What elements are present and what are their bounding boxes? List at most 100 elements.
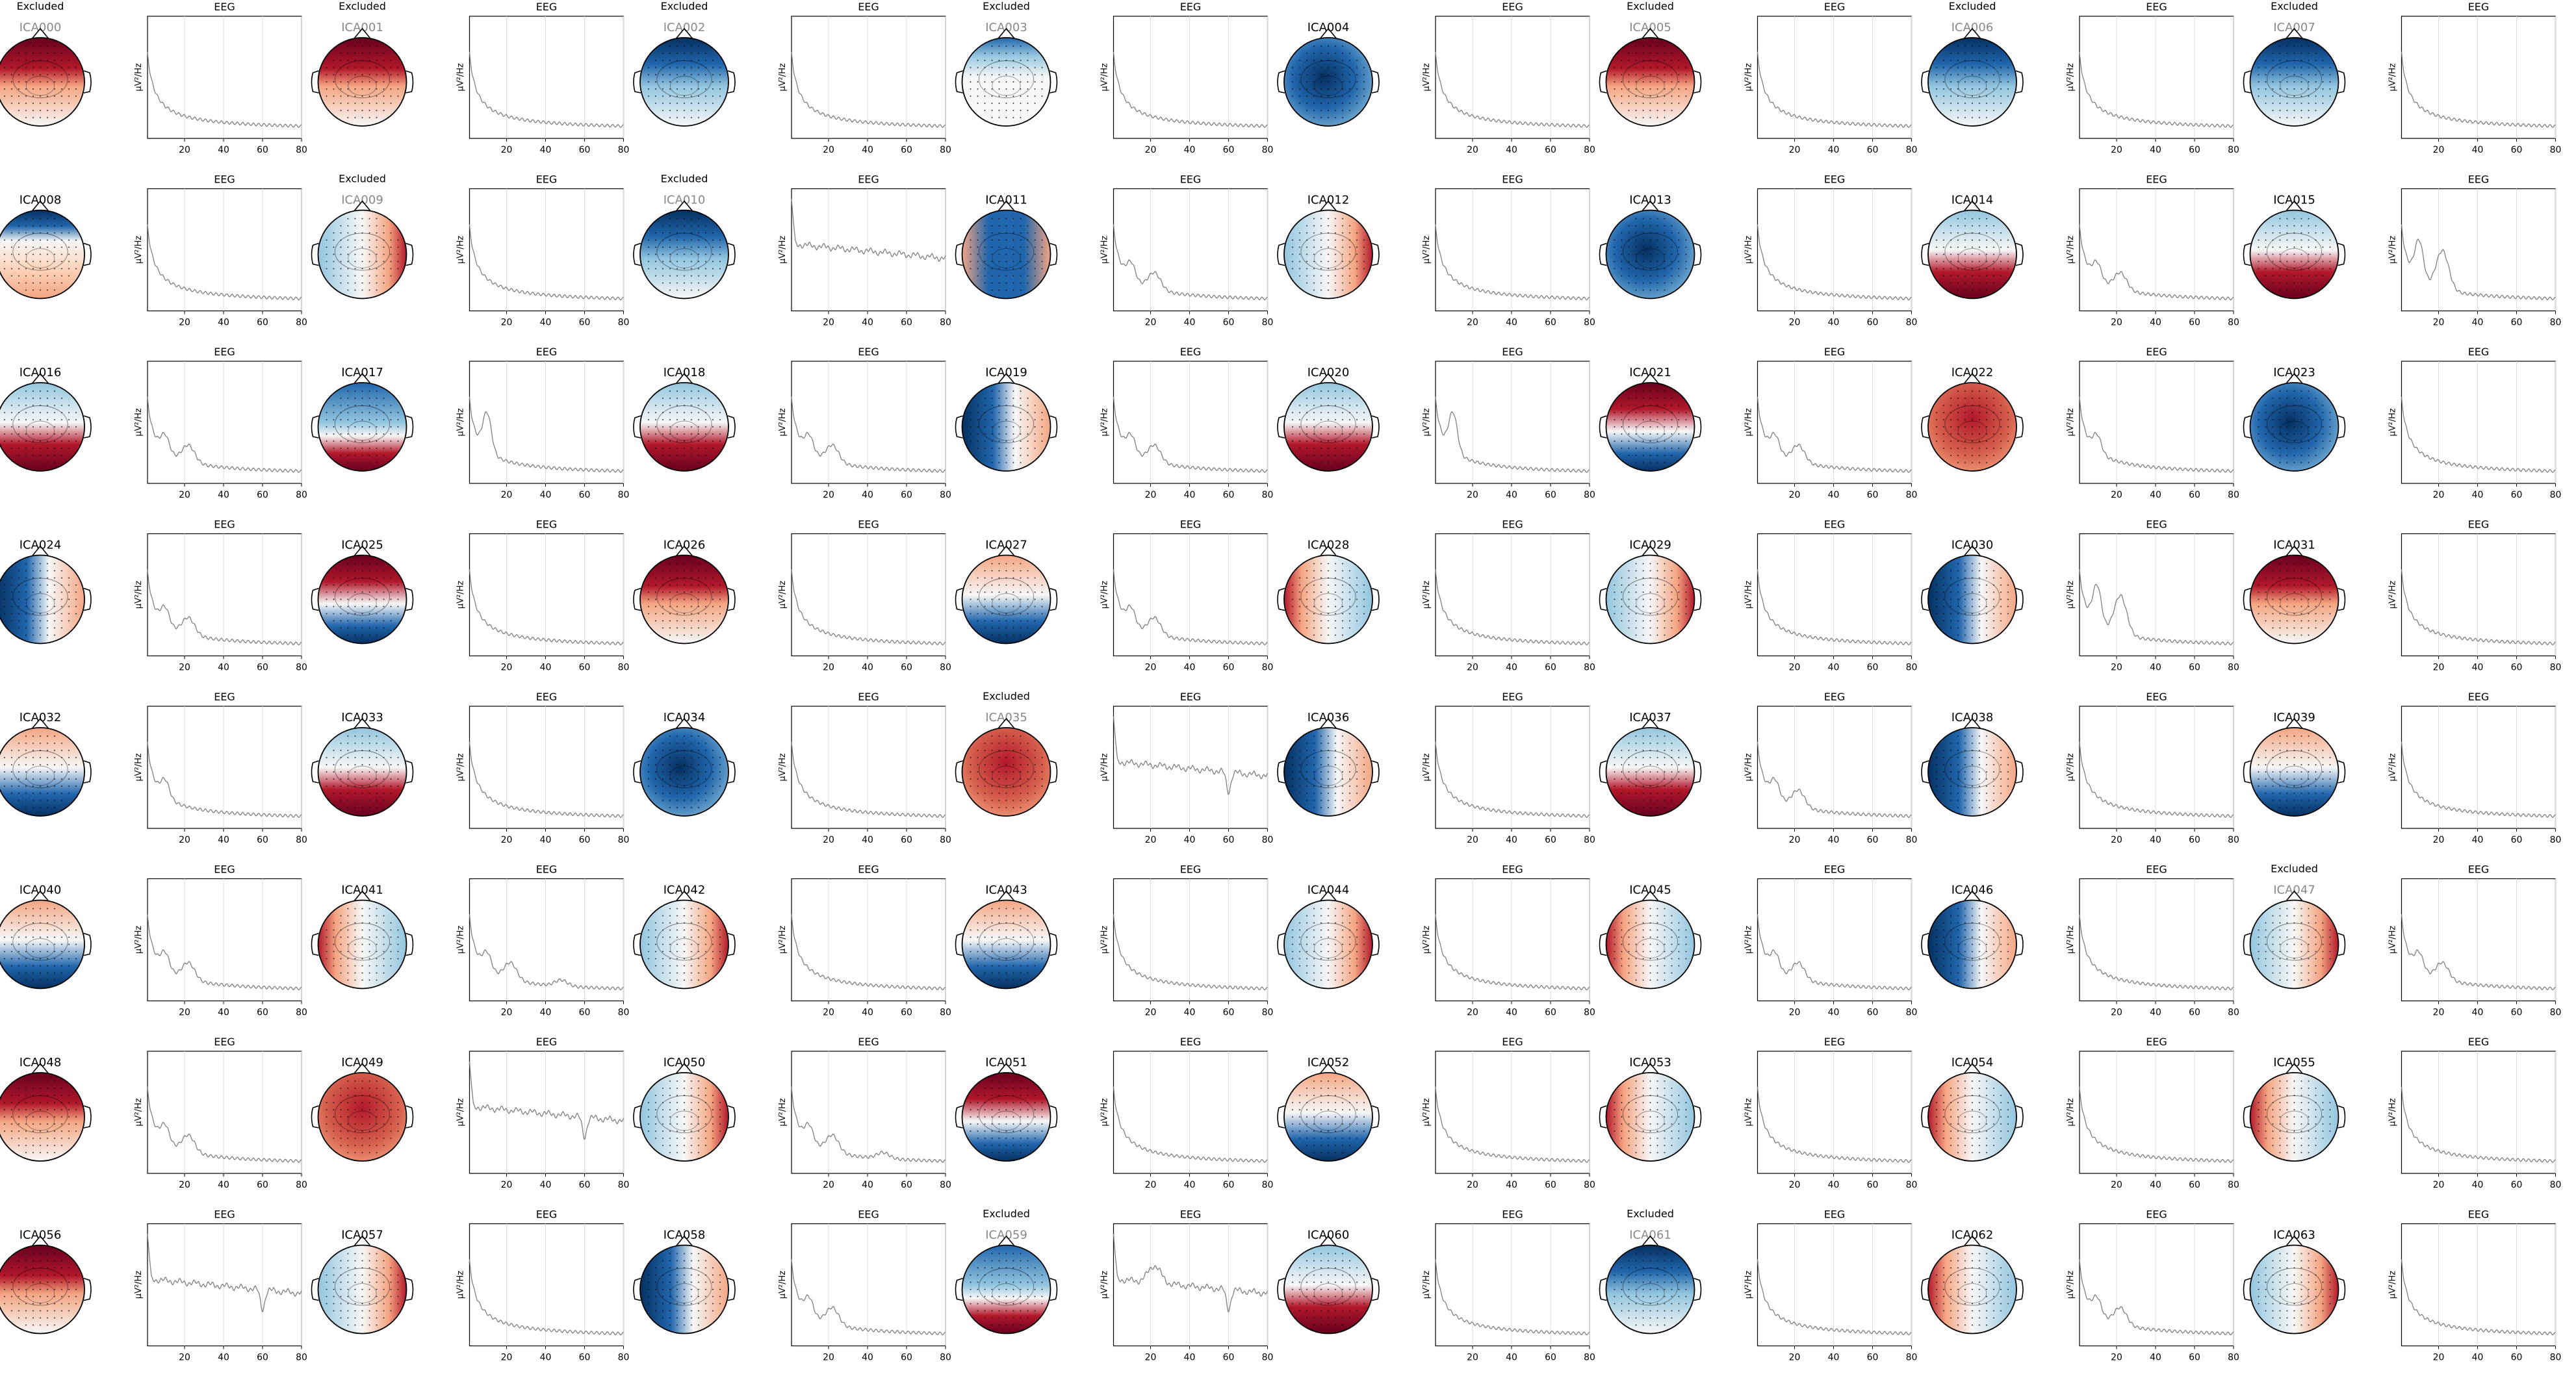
sensor-dot — [18, 239, 19, 241]
sensor-dot — [1320, 778, 1322, 780]
sensor-dot — [361, 398, 363, 399]
sensor-dot — [2308, 563, 2310, 565]
sensor-dot — [1005, 613, 1007, 615]
sensor-dot — [1649, 81, 1651, 83]
sensor-dot — [1649, 448, 1651, 449]
right-ear-shape — [406, 242, 414, 266]
sensor-dot — [1299, 81, 1300, 83]
sensor-dot — [1363, 412, 1365, 413]
left-ear-shape — [311, 415, 319, 439]
y-axis-label: µV²/Hz — [2066, 581, 2076, 609]
sensor-dot — [2258, 778, 2260, 780]
sensor-dot — [32, 800, 34, 801]
sensor-dot — [2000, 96, 2002, 97]
sensor-dot — [347, 743, 349, 744]
sensor-dot — [54, 282, 55, 284]
sensor-dot — [32, 45, 34, 47]
sensor-dot — [2293, 232, 2295, 234]
sensor-dot — [32, 405, 34, 406]
sensor-dot — [11, 268, 12, 270]
sensor-dot — [1020, 807, 1022, 808]
sensor-dot — [1335, 735, 1336, 737]
sensor-dot — [4, 778, 5, 780]
sensor-dot — [18, 426, 19, 428]
sensor-dot — [1034, 419, 1036, 420]
sensor-dot — [2293, 598, 2295, 600]
x-tick-label: 20 — [2111, 145, 2122, 155]
sensor-dot — [1972, 67, 1973, 68]
sensor-dot — [1012, 218, 1014, 220]
sensor-dot — [383, 771, 385, 773]
sensor-dot — [2293, 81, 2295, 83]
sensor-dot — [333, 96, 335, 97]
sensor-dot — [361, 793, 363, 794]
sensor-dot — [1335, 750, 1336, 751]
sensor-dot — [4, 584, 5, 586]
sensor-dot — [1950, 282, 1951, 284]
nose-shape — [1319, 372, 1338, 385]
sensor-dot — [1964, 433, 1966, 435]
sensor-dot — [4, 81, 5, 83]
sensor-dot — [1656, 620, 1658, 622]
sensor-dot — [998, 570, 1000, 572]
sensor-dot — [347, 390, 349, 392]
sensor-dot — [1936, 74, 1937, 75]
sensor-dot — [1020, 67, 1022, 68]
sensor-dot — [1363, 74, 1365, 75]
sensor-dot — [712, 239, 714, 241]
sensor-dot — [1335, 598, 1336, 600]
sensor-dot — [1313, 412, 1315, 413]
sensor-dot — [1320, 45, 1322, 47]
sensor-dot — [361, 275, 363, 277]
sensor-dot — [1027, 613, 1029, 615]
sensor-dot — [1649, 261, 1651, 262]
sensor-dot — [1005, 570, 1007, 572]
sensor-dot — [2329, 786, 2331, 787]
sensor-dot — [655, 757, 656, 758]
sensor-dot — [1642, 757, 1644, 758]
sensor-dot — [1993, 268, 1994, 270]
sensor-dot — [1363, 88, 1365, 90]
sensor-dot — [1005, 390, 1007, 392]
sensor-dot — [40, 750, 41, 751]
sensor-dot — [354, 253, 356, 255]
sensor-dot — [1642, 45, 1644, 47]
y-axis-label: µV²/Hz — [1744, 581, 1754, 609]
sensor-dot — [684, 441, 685, 442]
sensor-dot — [2308, 405, 2310, 406]
sensor-dots — [1292, 45, 1365, 118]
sensor-dot — [1957, 268, 1959, 270]
sensor-dot — [984, 419, 986, 420]
sensor-dot — [691, 577, 692, 579]
sensor-dot — [368, 239, 370, 241]
right-ear-shape — [1050, 415, 1058, 439]
contour-line — [1313, 420, 1343, 441]
sensor-dot — [383, 764, 385, 765]
sensor-dot — [2300, 598, 2302, 600]
sensor-dot — [719, 764, 721, 765]
sensor-dot — [669, 45, 671, 47]
sensor-dot — [984, 591, 986, 593]
sensor-dot — [1342, 60, 1343, 61]
sensor-dot — [1320, 246, 1322, 248]
sensor-dot — [691, 786, 692, 787]
sensor-dot — [1320, 74, 1322, 75]
sensor-dot — [1635, 239, 1637, 241]
sensor-dot — [684, 606, 685, 607]
sensor-dot — [1972, 743, 1973, 744]
sensor-dot — [47, 807, 48, 808]
sensor-dot — [2000, 253, 2002, 255]
sensor-dot — [40, 591, 41, 593]
sensor-dot — [2286, 462, 2288, 463]
sensor-dot — [1986, 74, 1987, 75]
sensor-dot — [2286, 433, 2288, 435]
sensor-dot — [1012, 757, 1014, 758]
sensor-dot — [1986, 735, 1987, 737]
sensor-dot — [326, 239, 328, 241]
plot-frame — [1757, 533, 1913, 657]
sensor-dot — [2279, 412, 2281, 413]
sensor-dot — [354, 419, 356, 420]
sensor-dot — [376, 412, 378, 413]
